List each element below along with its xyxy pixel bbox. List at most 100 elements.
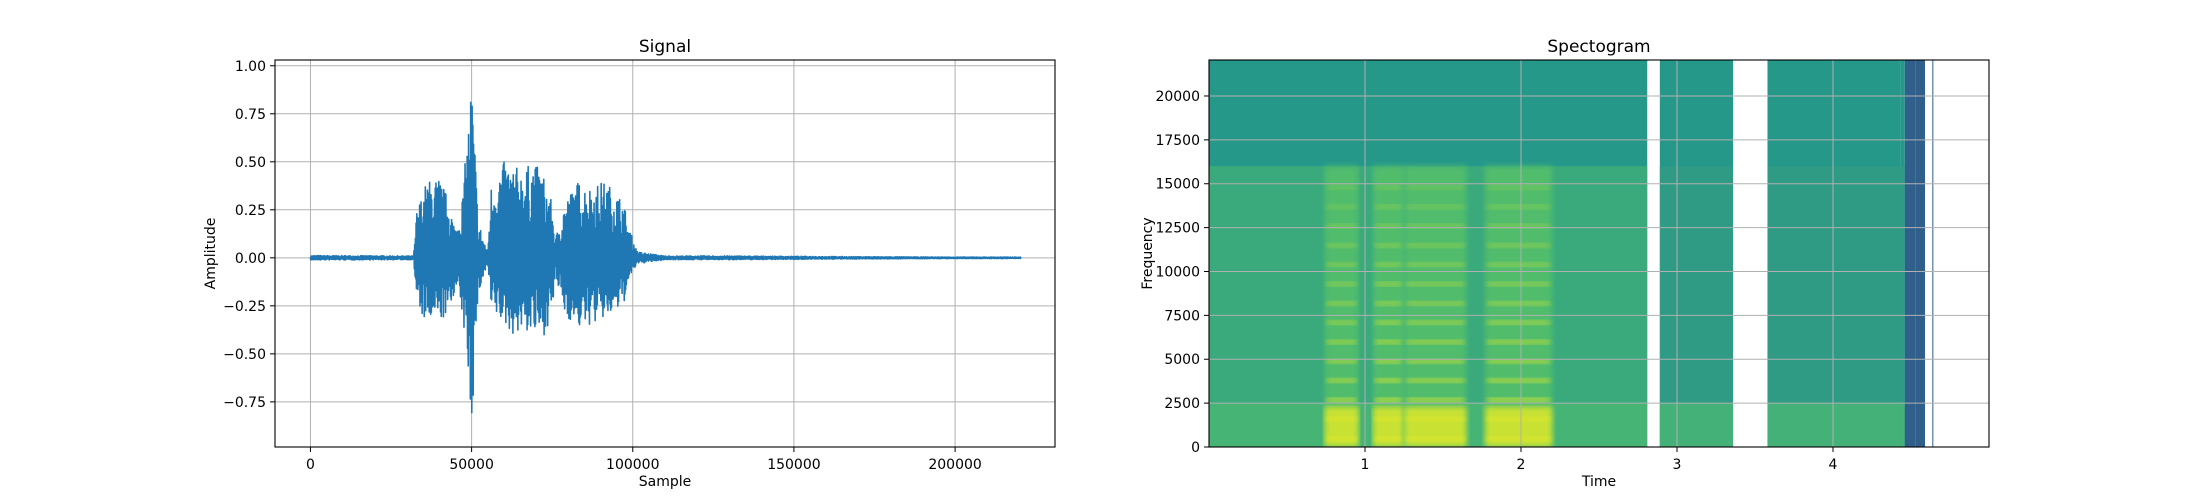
harmonic-band xyxy=(1406,320,1465,326)
harmonic-band xyxy=(1406,358,1465,364)
spectrogram-y-tick-label: 2500 xyxy=(1164,396,1200,412)
signal-y-tick-label: 1.00 xyxy=(235,59,266,75)
spectrogram-y-tick-label: 7500 xyxy=(1164,308,1200,324)
harmonic-band xyxy=(1374,281,1402,287)
harmonic-band xyxy=(1406,223,1465,229)
harmonic-band xyxy=(1487,339,1551,345)
harmonic-band xyxy=(1487,262,1551,268)
signal-y-tick-label: 0.75 xyxy=(235,107,266,123)
spectrogram-y-tick-label: 10000 xyxy=(1155,264,1200,280)
spectrogram-x-label: Time xyxy=(1581,474,1616,490)
low-frequency-energy xyxy=(1324,406,1359,447)
spectrogram-gap xyxy=(1647,60,1660,447)
harmonic-band xyxy=(1374,397,1402,403)
harmonic-band xyxy=(1326,281,1357,287)
harmonic-band xyxy=(1374,262,1402,268)
harmonic-band xyxy=(1406,242,1465,248)
spectrogram-gap xyxy=(1733,60,1768,447)
harmonic-band xyxy=(1374,358,1402,364)
harmonic-band xyxy=(1326,223,1357,229)
harmonic-band xyxy=(1326,262,1357,268)
signal-y-axis: −0.75 −0.50 −0.25 0.00 0.25 0.50 0.75 1.00 xyxy=(223,59,275,411)
harmonic-band xyxy=(1374,378,1402,384)
harmonic-band xyxy=(1406,185,1465,190)
harmonic-band xyxy=(1487,223,1551,229)
harmonic-band xyxy=(1487,281,1551,287)
signal-x-tick-label: 100000 xyxy=(606,457,659,473)
spectrogram-column xyxy=(1915,60,1926,447)
signal-grid xyxy=(275,60,1055,447)
signal-y-tick-label: 0.00 xyxy=(235,251,266,267)
harmonic-band xyxy=(1406,262,1465,268)
harmonic-band xyxy=(1487,185,1551,190)
low-frequency-energy xyxy=(1485,406,1553,447)
harmonic-band xyxy=(1326,204,1357,210)
harmonic-band xyxy=(1487,378,1551,384)
harmonic-band xyxy=(1326,339,1357,345)
spectrogram-lowband xyxy=(1900,166,1905,447)
spectrogram-y-tick-label: 0 xyxy=(1191,440,1200,456)
signal-y-tick-label: −0.50 xyxy=(223,347,266,363)
signal-panel: Signal 0 50000 100000 150000 200000 −0.75−0.… xyxy=(203,37,1056,490)
harmonic-band xyxy=(1374,320,1402,326)
harmonic-band xyxy=(1326,358,1357,364)
harmonic-band xyxy=(1374,300,1402,306)
spectrogram-x-axis: 1 2 3 4 xyxy=(1361,447,1838,473)
spectrogram-y-tick-label: 15000 xyxy=(1155,177,1200,193)
signal-x-tick-label: 50000 xyxy=(449,457,494,473)
harmonic-band xyxy=(1374,339,1402,345)
harmonic-band xyxy=(1406,339,1465,345)
spectrogram-y-label: Frequency xyxy=(1140,217,1156,289)
harmonic-band xyxy=(1374,223,1402,229)
signal-y-tick-label: −0.75 xyxy=(223,395,266,411)
signal-y-tick-label: 0.50 xyxy=(235,155,266,171)
harmonic-band xyxy=(1406,378,1465,384)
harmonic-band xyxy=(1326,185,1357,190)
harmonic-band xyxy=(1406,397,1465,403)
spectrogram-bass-band xyxy=(1900,403,1905,447)
spectrogram-x-tick-label: 1 xyxy=(1361,457,1370,473)
harmonic-band xyxy=(1326,320,1357,326)
spectrogram-bass-band xyxy=(1767,403,1901,447)
signal-x-tick-label: 200000 xyxy=(928,457,981,473)
signal-y-label: Amplitude xyxy=(203,218,219,290)
spectrogram-x-tick-label: 4 xyxy=(1829,457,1838,473)
harmonic-band xyxy=(1487,300,1551,306)
harmonic-band xyxy=(1374,204,1402,210)
signal-y-tick-label: −0.25 xyxy=(223,299,266,315)
harmonic-band xyxy=(1374,185,1402,190)
harmonic-band xyxy=(1487,242,1551,248)
spectrogram-y-tick-label: 17500 xyxy=(1155,133,1200,149)
spectrogram-y-tick-label: 20000 xyxy=(1155,89,1200,105)
spectrogram-x-tick-label: 2 xyxy=(1517,457,1526,473)
signal-y-tick-label: 0.25 xyxy=(235,203,266,219)
spectrogram-image xyxy=(1209,60,1934,447)
harmonic-band xyxy=(1326,397,1357,403)
harmonic-band xyxy=(1326,242,1357,248)
signal-line xyxy=(309,101,1022,414)
spectrogram-x-tick-label: 3 xyxy=(1673,457,1682,473)
harmonic-band xyxy=(1374,242,1402,248)
signal-x-tick-label: 0 xyxy=(306,457,315,473)
signal-title: Signal xyxy=(639,37,691,57)
harmonic-band xyxy=(1406,281,1465,287)
harmonic-band xyxy=(1487,397,1551,403)
harmonic-band xyxy=(1487,358,1551,364)
signal-x-tick-label: 150000 xyxy=(767,457,820,473)
harmonic-band xyxy=(1326,378,1357,384)
spectrogram-column xyxy=(1904,60,1916,447)
harmonic-band xyxy=(1487,320,1551,326)
harmonic-band xyxy=(1326,300,1357,306)
low-frequency-energy xyxy=(1404,406,1467,447)
low-frequency-energy xyxy=(1372,406,1404,447)
spectrogram-y-tick-label: 5000 xyxy=(1164,352,1200,368)
harmonic-band xyxy=(1406,300,1465,306)
harmonic-band xyxy=(1487,204,1551,210)
spectrogram-title: Spectogram xyxy=(1547,37,1650,57)
spectrogram-lowband xyxy=(1767,166,1901,447)
spectrogram-bass-band xyxy=(1659,403,1734,447)
signal-x-label: Sample xyxy=(639,474,692,490)
spectrogram-panel: Spectogram 1 2 3 4 0 2500 5000 7500 10000 12500 1… xyxy=(1140,37,1990,490)
signal-waveform xyxy=(309,101,1022,414)
